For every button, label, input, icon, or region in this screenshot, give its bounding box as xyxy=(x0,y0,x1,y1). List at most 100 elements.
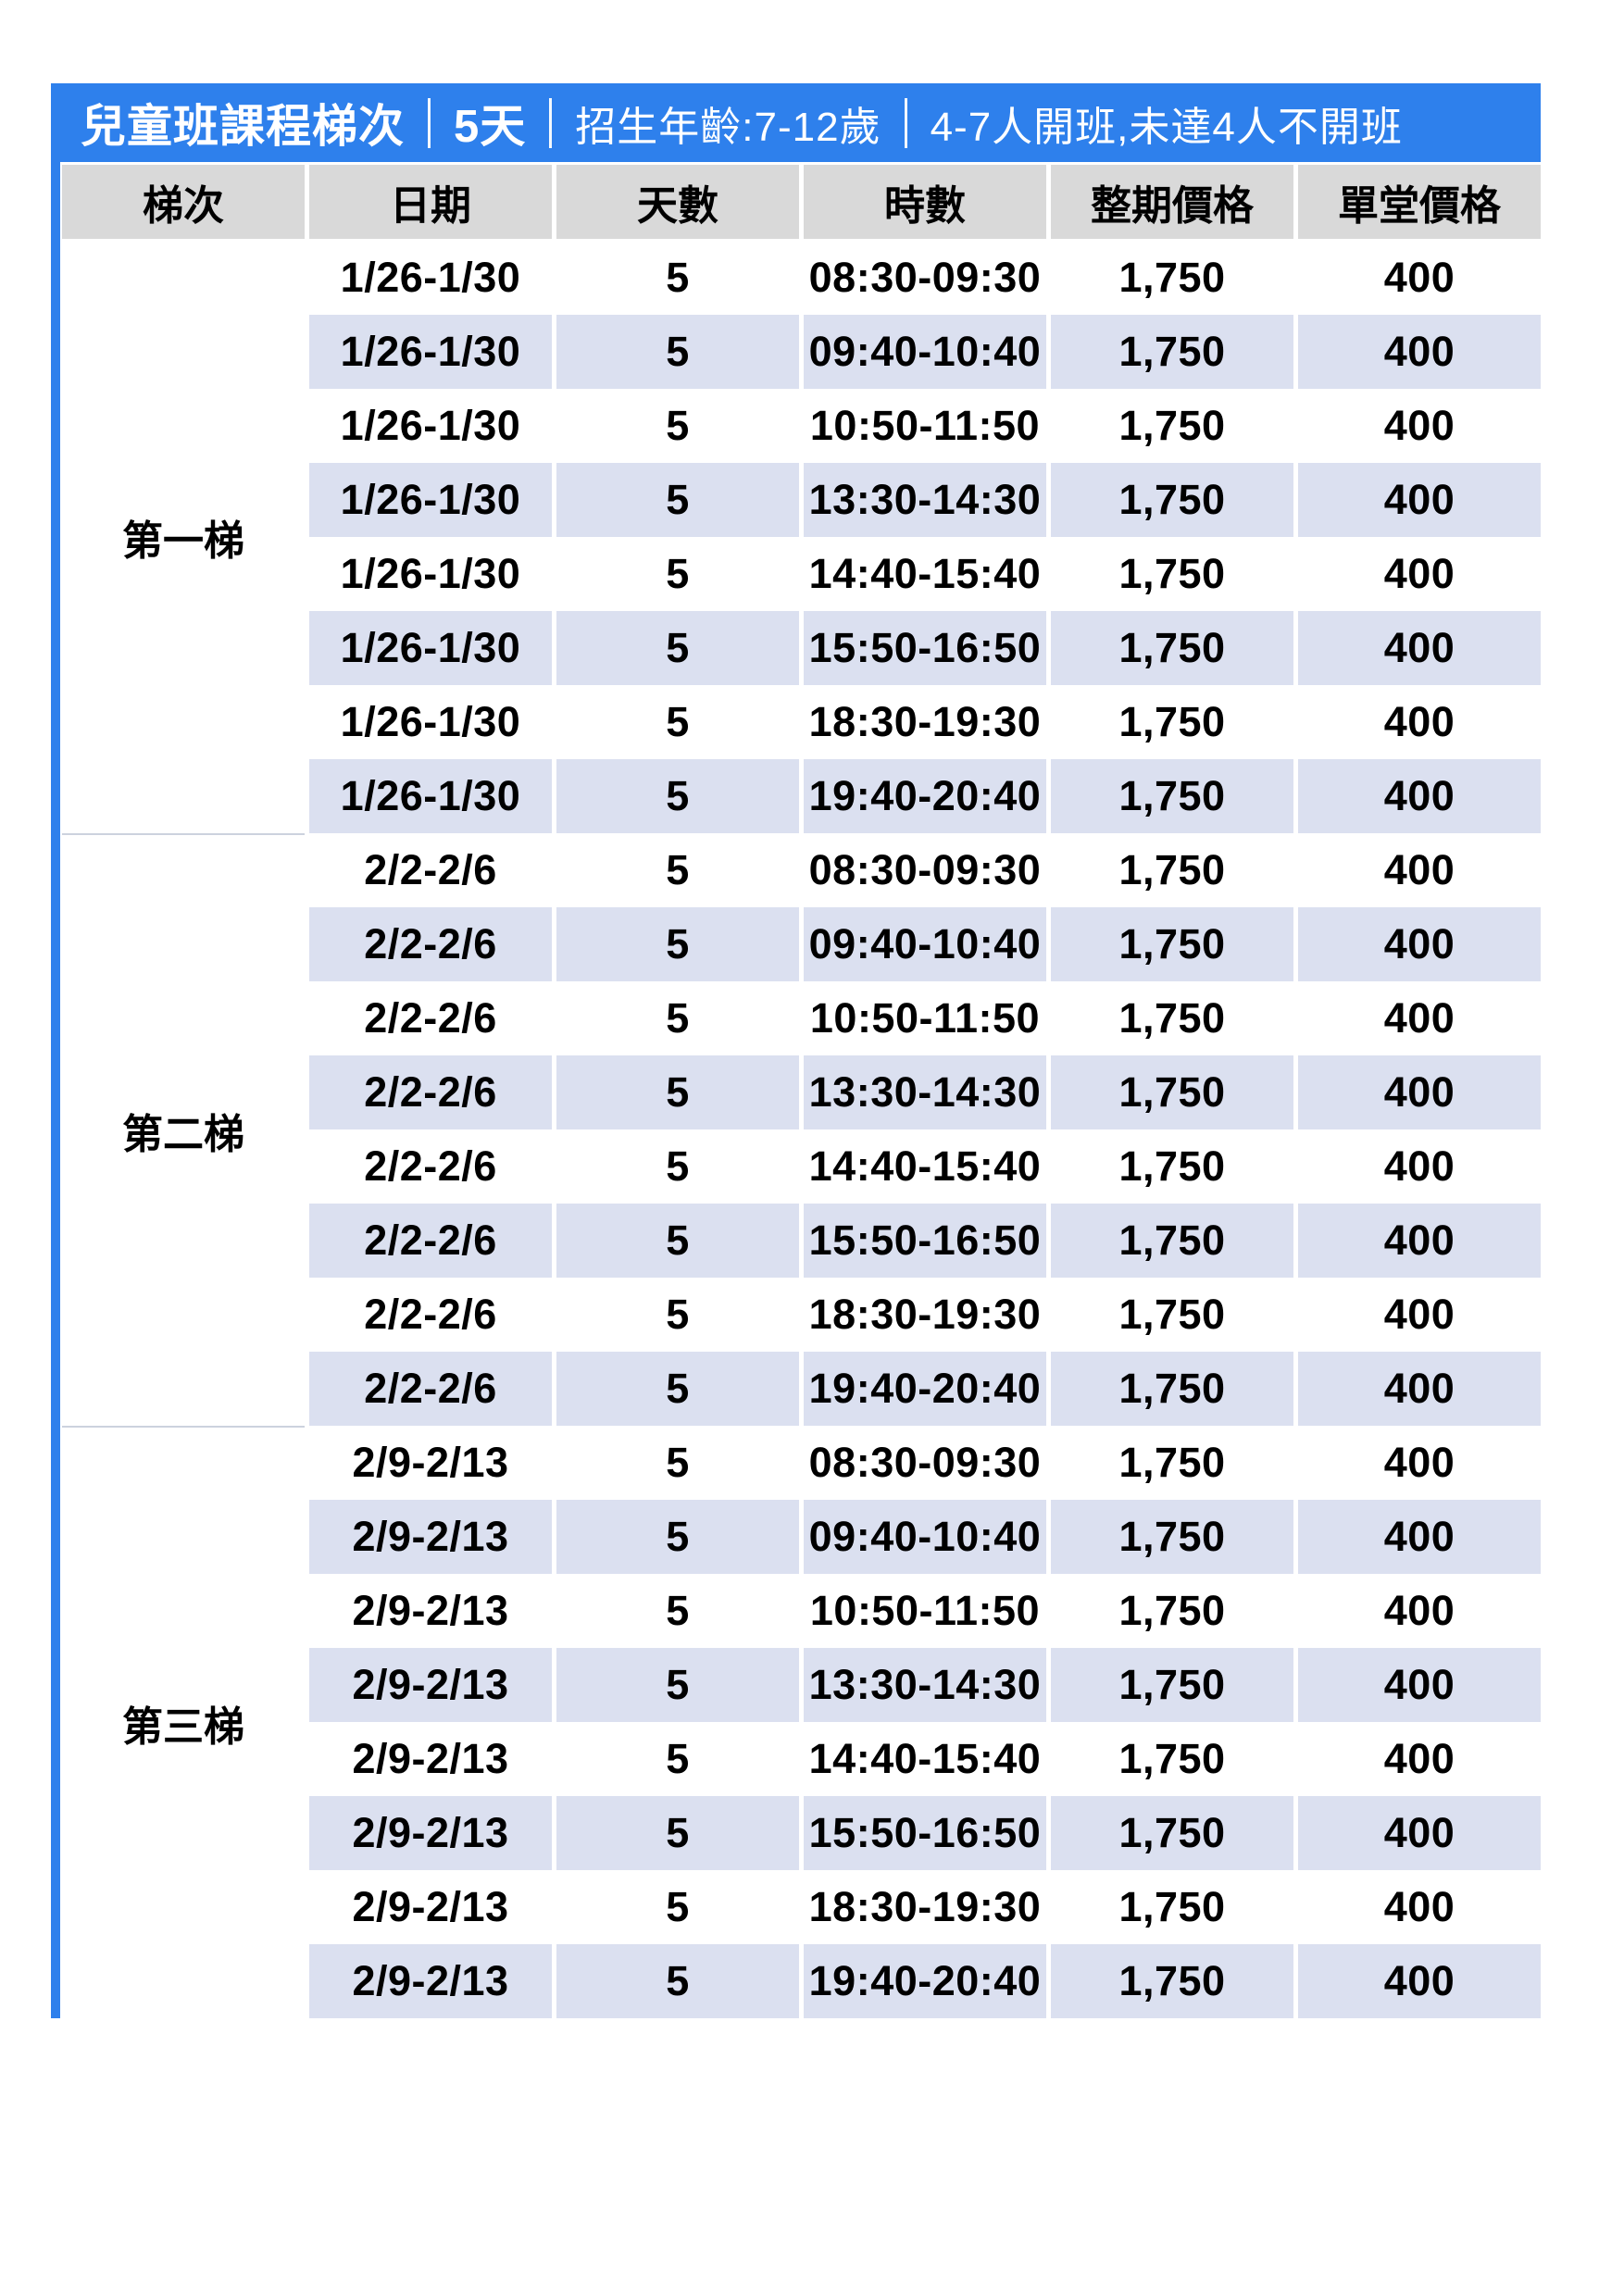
cell-date: 2/2-2/6 xyxy=(309,981,552,1055)
cell-full-price: 1,750 xyxy=(1051,389,1293,463)
cell-single-price: 400 xyxy=(1298,1574,1541,1648)
cell-full-price: 1,750 xyxy=(1051,833,1293,907)
cell-time: 09:40-10:40 xyxy=(804,315,1046,389)
cell-time: 18:30-19:30 xyxy=(804,1278,1046,1352)
title-separator-bar xyxy=(428,97,431,148)
cell-time: 13:30-14:30 xyxy=(804,1648,1046,1722)
table-body: 第一梯 1/26-1/30 5 08:30-09:30 1,750 400 1/… xyxy=(62,241,1541,2018)
cell-time: 15:50-16:50 xyxy=(804,611,1046,685)
cell-days: 5 xyxy=(556,241,799,315)
cell-single-price: 400 xyxy=(1298,907,1541,981)
cell-time: 19:40-20:40 xyxy=(804,1944,1046,2018)
cell-full-price: 1,750 xyxy=(1051,315,1293,389)
cell-single-price: 400 xyxy=(1298,1648,1541,1722)
cell-full-price: 1,750 xyxy=(1051,1500,1293,1574)
age-range-label: 招生年齡:7-12歲 xyxy=(575,104,881,150)
column-header-full-price: 整期價格 xyxy=(1051,165,1293,239)
cell-single-price: 400 xyxy=(1298,833,1541,907)
course-name-title: 兒童班課程梯次 xyxy=(81,102,406,152)
cell-date: 1/26-1/30 xyxy=(309,389,552,463)
cell-single-price: 400 xyxy=(1298,1870,1541,1944)
cell-single-price: 400 xyxy=(1298,1500,1541,1574)
cell-date: 2/2-2/6 xyxy=(309,1055,552,1129)
cell-time: 09:40-10:40 xyxy=(804,1500,1046,1574)
cell-single-price: 400 xyxy=(1298,315,1541,389)
cell-days: 5 xyxy=(556,611,799,685)
cell-single-price: 400 xyxy=(1298,1944,1541,2018)
tier-group-cell: 第二梯 xyxy=(62,833,305,1426)
cell-single-price: 400 xyxy=(1298,611,1541,685)
cell-full-price: 1,750 xyxy=(1051,1426,1293,1500)
cell-date: 1/26-1/30 xyxy=(309,537,552,611)
cell-single-price: 400 xyxy=(1298,537,1541,611)
cell-date: 2/9-2/13 xyxy=(309,1648,552,1722)
cell-full-price: 1,750 xyxy=(1051,1055,1293,1129)
column-header-hours: 時數 xyxy=(804,165,1046,239)
cell-date: 1/26-1/30 xyxy=(309,463,552,537)
cell-time: 13:30-14:30 xyxy=(804,463,1046,537)
cell-full-price: 1,750 xyxy=(1051,1796,1293,1870)
cell-time: 19:40-20:40 xyxy=(804,1352,1046,1426)
cell-days: 5 xyxy=(556,1129,799,1204)
cell-full-price: 1,750 xyxy=(1051,685,1293,759)
left-accent-bar xyxy=(51,162,60,2018)
cell-single-price: 400 xyxy=(1298,463,1541,537)
cell-time: 10:50-11:50 xyxy=(804,1574,1046,1648)
table-title-bar: 兒童班課程梯次 5天 招生年齡:7-12歲 4-7人開班,未達4人不開班 xyxy=(51,83,1541,162)
cell-date: 2/9-2/13 xyxy=(309,1944,552,2018)
cell-days: 5 xyxy=(556,1426,799,1500)
cell-days: 5 xyxy=(556,907,799,981)
cell-days: 5 xyxy=(556,1500,799,1574)
cell-full-price: 1,750 xyxy=(1051,1352,1293,1426)
cell-time: 15:50-16:50 xyxy=(804,1796,1046,1870)
cell-days: 5 xyxy=(556,1944,799,2018)
cell-single-price: 400 xyxy=(1298,981,1541,1055)
cell-days: 5 xyxy=(556,833,799,907)
tier-group-cell: 第三梯 xyxy=(62,1426,305,2018)
cell-full-price: 1,750 xyxy=(1051,611,1293,685)
cell-full-price: 1,750 xyxy=(1051,1278,1293,1352)
cell-single-price: 400 xyxy=(1298,1129,1541,1204)
cell-single-price: 400 xyxy=(1298,1722,1541,1796)
cell-days: 5 xyxy=(556,463,799,537)
cell-date: 2/2-2/6 xyxy=(309,1352,552,1426)
cell-single-price: 400 xyxy=(1298,685,1541,759)
cell-single-price: 400 xyxy=(1298,241,1541,315)
column-header-date: 日期 xyxy=(309,165,552,239)
cell-full-price: 1,750 xyxy=(1051,1204,1293,1278)
class-size-note: 4-7人開班,未達4人不開班 xyxy=(930,104,1403,150)
cell-time: 09:40-10:40 xyxy=(804,907,1046,981)
column-header-tier: 梯次 xyxy=(62,165,305,239)
cell-time: 14:40-15:40 xyxy=(804,1722,1046,1796)
cell-days: 5 xyxy=(556,1870,799,1944)
cell-date: 2/9-2/13 xyxy=(309,1574,552,1648)
cell-date: 2/2-2/6 xyxy=(309,1204,552,1278)
cell-days: 5 xyxy=(556,537,799,611)
cell-date: 1/26-1/30 xyxy=(309,241,552,315)
cell-days: 5 xyxy=(556,759,799,833)
title-separator-bar xyxy=(549,97,553,148)
cell-time: 14:40-15:40 xyxy=(804,537,1046,611)
cell-full-price: 1,750 xyxy=(1051,759,1293,833)
course-duration-label: 5天 xyxy=(454,102,527,152)
cell-days: 5 xyxy=(556,1722,799,1796)
cell-time: 08:30-09:30 xyxy=(804,833,1046,907)
cell-date: 2/9-2/13 xyxy=(309,1870,552,1944)
cell-days: 5 xyxy=(556,685,799,759)
cell-single-price: 400 xyxy=(1298,759,1541,833)
cell-full-price: 1,750 xyxy=(1051,537,1293,611)
cell-days: 5 xyxy=(556,1352,799,1426)
cell-time: 08:30-09:30 xyxy=(804,241,1046,315)
cell-days: 5 xyxy=(556,315,799,389)
cell-time: 15:50-16:50 xyxy=(804,1204,1046,1278)
cell-time: 19:40-20:40 xyxy=(804,759,1046,833)
cell-days: 5 xyxy=(556,1055,799,1129)
cell-date: 2/2-2/6 xyxy=(309,1129,552,1204)
cell-date: 1/26-1/30 xyxy=(309,315,552,389)
cell-date: 2/2-2/6 xyxy=(309,833,552,907)
cell-single-price: 400 xyxy=(1298,1204,1541,1278)
cell-date: 2/9-2/13 xyxy=(309,1796,552,1870)
cell-time: 10:50-11:50 xyxy=(804,389,1046,463)
cell-days: 5 xyxy=(556,1648,799,1722)
cell-days: 5 xyxy=(556,389,799,463)
